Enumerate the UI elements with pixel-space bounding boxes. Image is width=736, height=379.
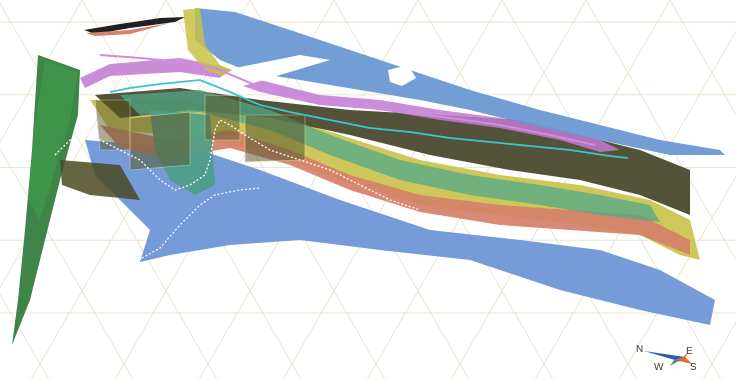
cyan-trace-line	[109, 79, 629, 159]
top-blue-ridge	[183, 8, 245, 78]
top-blue-surface	[195, 8, 725, 155]
compass-label-west: W	[654, 362, 664, 373]
grid-line	[0, 293, 50, 379]
top-blue-hole	[388, 65, 416, 86]
section-plane-4	[94, 99, 131, 151]
compass-west-needle	[670, 360, 680, 366]
compass-east-needle	[678, 352, 688, 362]
grid-line	[585, 0, 736, 261]
compass-north-needle	[644, 351, 685, 360]
compass-south-needle	[675, 357, 692, 364]
section-plane-3	[244, 114, 306, 163]
section-plane-2	[204, 94, 241, 141]
top-dark-strip	[84, 17, 185, 34]
compass-label-north: N	[636, 344, 643, 355]
grid-line	[669, 0, 736, 116]
salmon-band	[100, 125, 690, 255]
compass-widget[interactable]: N E W S	[630, 338, 710, 376]
section-plane-1	[129, 111, 191, 171]
compass-label-east: E	[686, 346, 693, 357]
compass-label-south: S	[690, 362, 697, 373]
grid-line	[0, 147, 134, 379]
purple-trace-line	[99, 54, 596, 146]
dark-green-wall-light	[28, 60, 78, 220]
grid-line	[618, 175, 736, 379]
white-trace-2	[134, 187, 261, 263]
top-blue-hole-2	[200, 55, 330, 90]
bottom-blue-surface	[85, 140, 715, 325]
top-salmon-strip	[86, 23, 170, 36]
white-trace-1	[54, 119, 421, 211]
olive-strip	[60, 160, 140, 200]
